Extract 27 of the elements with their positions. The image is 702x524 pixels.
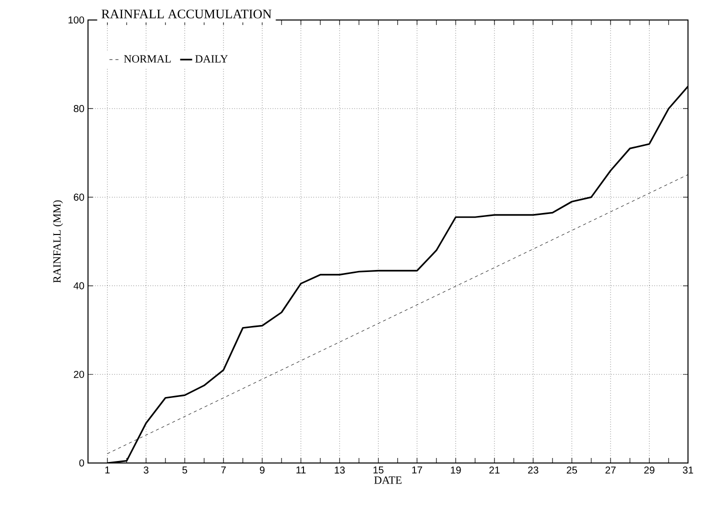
y-tick-label: 0 xyxy=(79,459,84,467)
x-tick-label: 27 xyxy=(606,466,616,474)
y-tick-label: 100 xyxy=(68,16,84,24)
x-axis-title: DATE xyxy=(374,476,402,484)
x-tick-label: 3 xyxy=(144,466,148,474)
y-tick-label: 60 xyxy=(74,194,84,201)
x-tick-label: 5 xyxy=(182,466,188,474)
x-tick-label: 7 xyxy=(221,466,226,474)
x-tick-label: 13 xyxy=(334,466,345,474)
x-tick-label: 21 xyxy=(489,466,500,474)
y-tick-label: 20 xyxy=(74,370,84,378)
x-tick-label: 17 xyxy=(412,466,422,474)
x-tick-label: 15 xyxy=(374,466,384,474)
x-tick-label: 23 xyxy=(528,466,538,474)
x-tick-label: 29 xyxy=(644,466,654,474)
legend-label: DAILY xyxy=(195,55,228,62)
legend-label: NORMAL xyxy=(124,55,171,63)
chart-title: RAINFALL ACCUMULATION xyxy=(102,10,272,18)
y-tick-label: 40 xyxy=(74,282,84,290)
x-tick-label: 19 xyxy=(450,466,461,474)
x-tick-label: 31 xyxy=(682,466,694,474)
y-axis-title: RAINFALL (MM) xyxy=(52,200,63,283)
x-tick-label: 9 xyxy=(260,466,265,474)
x-tick-label: 1 xyxy=(105,466,110,474)
x-tick-label: 11 xyxy=(296,466,306,474)
y-tick-label: 80 xyxy=(74,105,84,112)
x-tick-label: 25 xyxy=(566,466,578,474)
